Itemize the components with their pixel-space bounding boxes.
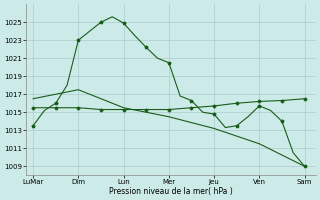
X-axis label: Pression niveau de la mer( hPa ): Pression niveau de la mer( hPa ) (109, 187, 233, 196)
